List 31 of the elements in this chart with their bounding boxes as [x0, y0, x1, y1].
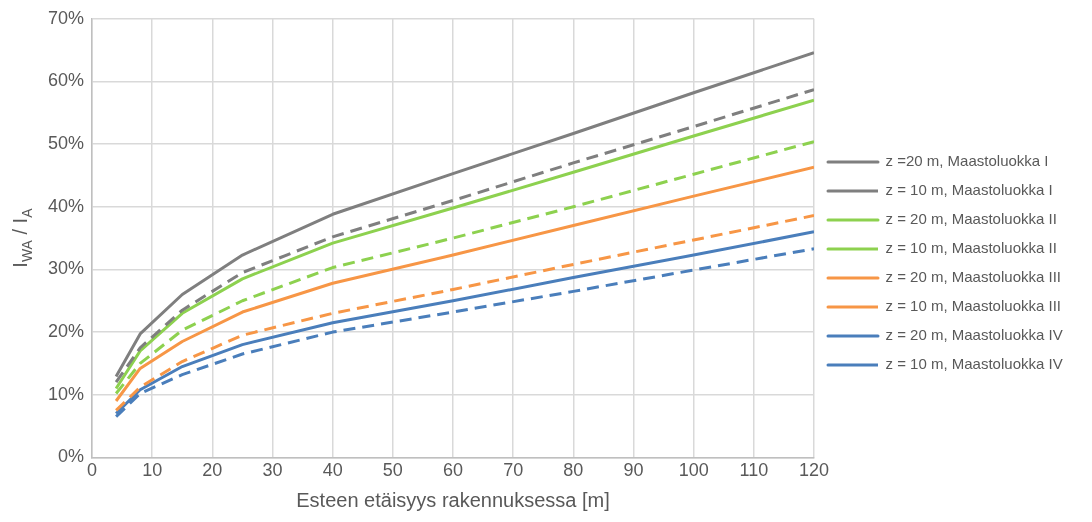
x-tick-label: 120	[798, 460, 830, 481]
y-tick-label: 10%	[48, 383, 85, 404]
x-tick-label: 60	[443, 460, 464, 481]
legend-label: z = 20 m, Maastoluokka II	[885, 210, 1057, 228]
x-axis-title: Esteen etäisyys rakennuksessa [m]	[296, 488, 610, 511]
y-tick-label: 60%	[48, 70, 85, 91]
y-axis-title: IWA / IA	[9, 207, 35, 268]
legend-label: z = 10 m, Maastoluokka II	[885, 239, 1057, 257]
legend-label: z = 20 m, Maastoluokka IV	[885, 326, 1063, 344]
legend-label: z = 10 m, Maastoluokka IV	[885, 355, 1063, 373]
y-tick-label: 40%	[48, 195, 85, 216]
x-tick-label: 20	[202, 460, 223, 481]
y-tick-label: 20%	[48, 321, 85, 342]
x-tick-label: 110	[739, 460, 769, 481]
legend-label: z = 10 m, Maastoluokka I	[885, 181, 1053, 199]
x-tick-label: 30	[262, 460, 283, 481]
x-tick-label: 40	[322, 460, 343, 481]
legend-label: z = 10 m, Maastoluokka III	[885, 297, 1061, 315]
legend-label: z =20 m, Maastoluokka I	[885, 152, 1049, 170]
x-tick-label: 10	[142, 460, 163, 481]
y-tick-label: 0%	[58, 446, 85, 467]
x-tick-label: 50	[382, 460, 403, 481]
x-tick-label: 0	[87, 460, 98, 481]
x-tick-label: 70	[503, 460, 524, 481]
legend-label: z = 20 m, Maastoluokka III	[885, 268, 1061, 286]
x-tick-label: 90	[623, 460, 644, 481]
y-tick-label: 70%	[48, 7, 85, 28]
x-tick-label: 80	[563, 460, 584, 481]
y-tick-label: 30%	[48, 258, 85, 279]
x-tick-label: 100	[678, 460, 709, 481]
y-tick-label: 50%	[48, 133, 85, 154]
